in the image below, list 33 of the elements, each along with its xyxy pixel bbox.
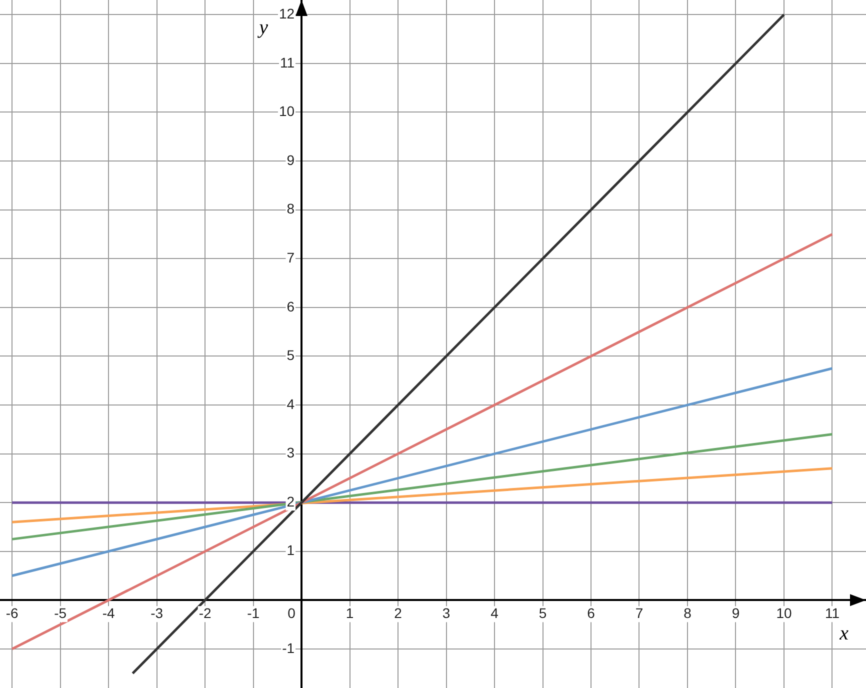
y-tick-label: 9 <box>286 152 295 168</box>
y-tick-label: 8 <box>286 200 295 217</box>
y-tick-label: 2 <box>286 493 295 510</box>
x-tick-label: 9 <box>732 605 740 622</box>
x-tick-label: 4 <box>490 605 499 622</box>
x-axis-title: x <box>838 622 849 644</box>
y-tick-label: 1 <box>286 542 295 558</box>
y-tick-label: 12 <box>278 6 295 22</box>
y-tick-label: 11 <box>280 54 295 70</box>
x-tick-label: -1 <box>247 605 260 622</box>
x-tick-label: 7 <box>635 605 644 622</box>
x-tick-label: 10 <box>776 605 792 622</box>
y-tick-label: -1 <box>282 640 295 656</box>
y-tick-label: 3 <box>286 444 295 461</box>
x-tick-label: -2 <box>198 605 212 622</box>
y-tick-label: 7 <box>286 249 295 266</box>
x-tick-label: 1 <box>346 605 354 622</box>
x-tick-label: 2 <box>394 605 402 622</box>
x-tick-label: -5 <box>54 605 67 622</box>
x-tick-label: 0 <box>288 605 296 622</box>
x-tick-label: 11 <box>824 605 840 622</box>
x-tick-label: 5 <box>538 605 547 622</box>
y-tick-label: 4 <box>286 396 295 412</box>
x-tick-label: 6 <box>587 605 596 622</box>
x-tick-label: -4 <box>102 605 115 622</box>
x-tick-label: -6 <box>6 605 18 622</box>
x-tick-label: 3 <box>442 605 450 622</box>
x-tick-label: -3 <box>150 605 164 622</box>
y-tick-label: 10 <box>278 103 295 120</box>
y-tick-label: 5 <box>286 347 295 364</box>
x-tick-label: 8 <box>684 605 692 622</box>
y-axis-title: y <box>257 16 268 38</box>
y-tick-label: 6 <box>286 298 295 314</box>
